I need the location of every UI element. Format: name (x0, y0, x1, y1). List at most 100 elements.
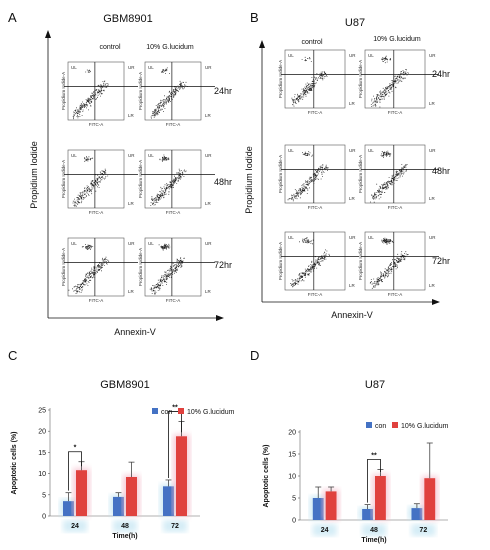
flow-y-axis-label: Propidium Iodide-A (138, 248, 143, 286)
flow-y-axis-label: Propidium Iodide-A (358, 155, 363, 193)
panel-b-time-24: 24hr (432, 69, 450, 79)
flow-y-axis-label: Propidium Iodide-A (278, 155, 283, 193)
panel-b-letter: B (250, 10, 259, 25)
panel-a-time-72: 72hr (214, 260, 232, 270)
flow-y-axis-label: Propidium Iodide-A (138, 160, 143, 198)
x-tick-label: 72 (419, 527, 427, 534)
panel-a-col-treatment: 10% G.lucidum (146, 44, 194, 51)
y-tick-label: 25 (38, 408, 46, 415)
quadrant-ul-label: UL (71, 153, 77, 158)
quadrant-lr-label: LR (205, 201, 212, 206)
quadrant-lr-label: LR (128, 113, 135, 118)
flow-y-axis-label: Propidium Iodide-A (278, 242, 283, 280)
quadrant-lr-label: LR (128, 289, 135, 294)
flow-x-axis-label: FITC-A (89, 122, 104, 127)
bar-treatment-48 (375, 476, 386, 520)
panel-b-plot-treatment-0: UL UR LR FITC-A Propidium Iodide-A (358, 49, 439, 115)
y-axis-title: Apoptotic cells (%) (263, 444, 270, 507)
flow-plot-frame (364, 231, 426, 291)
legend-label-con: con (375, 423, 386, 430)
quadrant-ul-label: UL (288, 53, 294, 58)
quadrant-ul-label: UL (148, 153, 154, 158)
quadrant-lr-label: LR (205, 113, 212, 118)
flow-y-axis-label: Propidium Iodide-A (358, 242, 363, 280)
legend-swatch-con (366, 422, 372, 428)
x-tick-label: 24 (71, 523, 79, 530)
quadrant-ul-label: UL (148, 65, 154, 70)
y-tick-label: 0 (42, 514, 46, 521)
panel-a-y-arrow-icon (45, 30, 51, 38)
quadrant-ur-label: UR (429, 53, 436, 58)
quadrant-ul-label: UL (288, 148, 294, 153)
bar-con-48 (362, 509, 373, 520)
panel-b-time-72: 72hr (432, 256, 450, 266)
bar-treatment-24 (76, 470, 87, 516)
panel-a-plot-treatment-0: UL UR LR FITC-A Propidium Iodide-A (138, 61, 215, 127)
y-tick-label: 5 (292, 496, 296, 503)
x-axis-title: Time(h) (361, 537, 386, 544)
flow-plot-frame (144, 237, 202, 297)
panel-b-time-labels: 24hr 48hr 72hr (432, 69, 450, 266)
category-glow (362, 524, 386, 536)
flow-dots (68, 244, 110, 294)
panel-a-x-arrow-icon (216, 315, 224, 321)
flow-x-axis-label: FITC-A (166, 298, 181, 303)
category-glow (411, 524, 436, 536)
flow-x-axis-label: FITC-A (388, 110, 403, 115)
panel-b-plot-control-0: UL UR LR FITC-A Propidium Iodide-A (278, 49, 359, 115)
flow-dots (291, 56, 328, 107)
quadrant-ur-label: UR (128, 241, 135, 246)
quadrant-ur-label: UR (349, 235, 356, 240)
flow-plot-frame (67, 149, 125, 209)
panel-a-x-label: Annexin-V (114, 327, 156, 337)
panel-a-letter: A (8, 10, 17, 25)
legend-swatch-treatment (392, 422, 398, 428)
y-tick-label: 15 (288, 452, 296, 459)
legend-label-treatment: 10% G.lucidum (187, 409, 235, 416)
quadrant-ul-label: UL (288, 235, 294, 240)
significance-bracket (168, 411, 182, 478)
legend-label-con: con (161, 409, 172, 416)
x-axis-title: Time(h) (112, 533, 137, 540)
quadrant-ur-label: UR (349, 148, 356, 153)
quadrant-ul-label: UL (368, 53, 374, 58)
legend-label-treatment: 10% G.lucidum (401, 423, 449, 430)
panel-a-plot-treatment-1: UL UR LR FITC-A Propidium Iodide-A (138, 149, 215, 215)
bar-con-24 (63, 501, 74, 516)
quadrant-lr-label: LR (349, 283, 356, 288)
flow-plot-frame (364, 144, 426, 204)
panel-a-plot-control-2: UL UR LR FITC-A Propidium Iodide-A (61, 237, 138, 303)
y-tick-label: 20 (38, 429, 46, 436)
x-tick-label: 72 (171, 523, 179, 530)
panel-a-time-labels: 24hr 48hr 72hr (214, 86, 232, 270)
panel-a-flow-plots: UL UR LR FITC-A Propidium Iodide-A UL UR LR FITC… (61, 61, 215, 303)
panel-a-title: GBM8901 (103, 13, 153, 25)
panel-b-flow-plots: UL UR LR FITC-A Propidium Iodide-A UL UR LR FITC… (278, 49, 439, 297)
flow-y-axis-label: Propidium Iodide-A (138, 72, 143, 110)
flow-x-axis-label: FITC-A (308, 110, 323, 115)
x-tick-label: 48 (370, 527, 378, 534)
flow-x-axis-label: FITC-A (308, 205, 323, 210)
quadrant-lr-label: LR (349, 101, 356, 106)
quadrant-ul-label: UL (71, 241, 77, 246)
flow-y-axis-label: Propidium Iodide-A (278, 60, 283, 98)
quadrant-ul-label: UL (148, 241, 154, 246)
flow-dots (370, 150, 408, 203)
significance-label: * (74, 445, 77, 452)
y-tick-label: 5 (42, 492, 46, 499)
flow-x-axis-label: FITC-A (308, 292, 323, 297)
x-tick-label: 48 (121, 523, 129, 530)
flow-dots (72, 69, 109, 120)
panel-a-plot-control-0: UL UR LR FITC-A Propidium Iodide-A (61, 61, 138, 127)
flow-x-axis-label: FITC-A (166, 210, 181, 215)
chart-title: GBM8901 (100, 379, 150, 391)
panel-b-y-arrow-icon (259, 40, 265, 48)
panel-b-col-treatment: 10% G.lucidum (373, 36, 421, 43)
category-glow (163, 520, 187, 532)
quadrant-ur-label: UR (429, 235, 436, 240)
bar-treatment-72 (424, 478, 436, 520)
flow-x-axis-label: FITC-A (89, 298, 104, 303)
flow-x-axis-label: FITC-A (388, 205, 403, 210)
flow-plot-frame (67, 61, 125, 121)
